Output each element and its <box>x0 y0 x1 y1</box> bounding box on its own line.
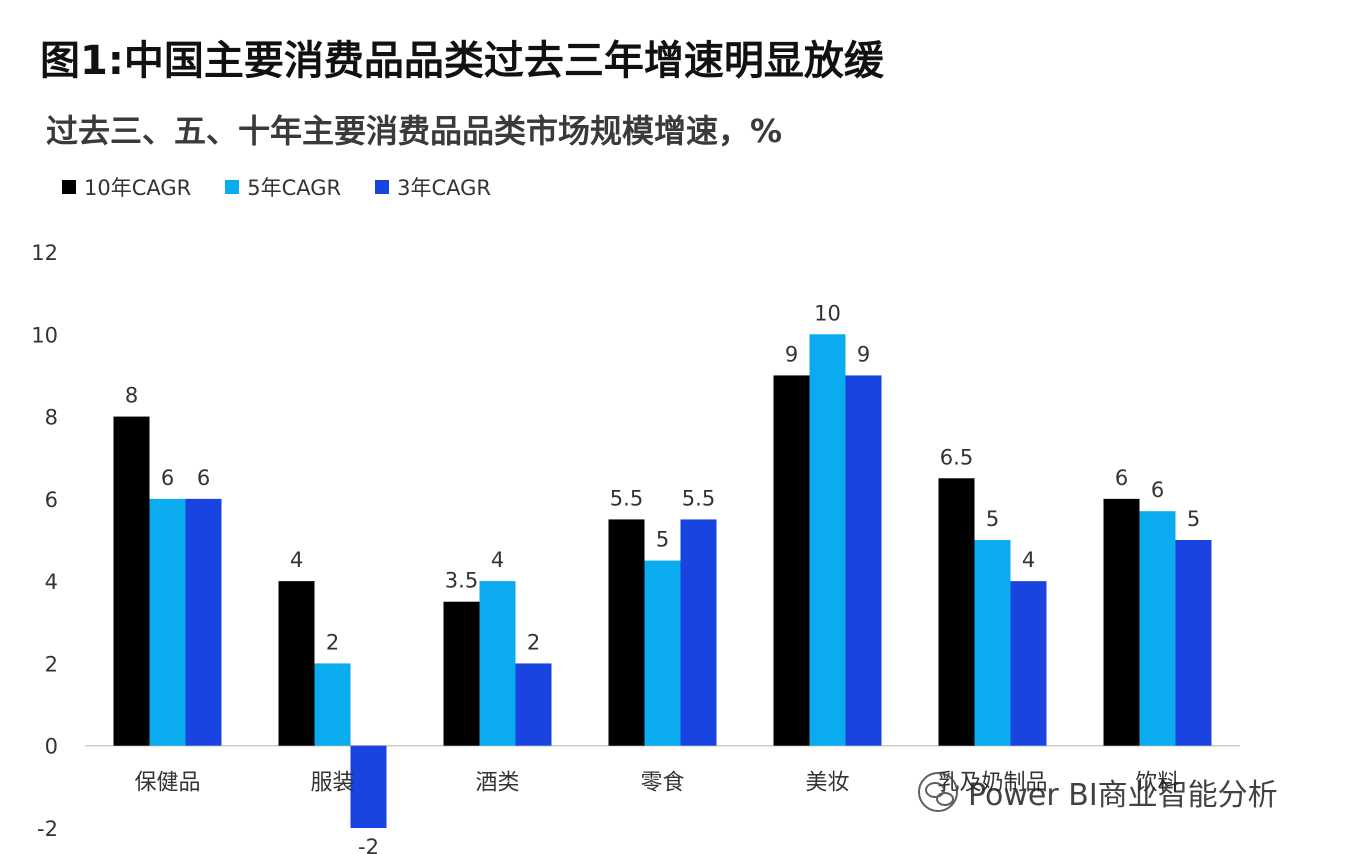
bar-3y <box>185 498 222 746</box>
wechat-icon <box>918 772 958 812</box>
legend-item-3y: 3年CAGR <box>375 172 491 202</box>
data-label: 5.5 <box>682 486 715 510</box>
y-tick-label: 0 <box>45 735 58 759</box>
data-label: 6 <box>1151 478 1164 502</box>
bar-5y <box>644 560 681 746</box>
legend-swatch-5y <box>225 180 240 194</box>
legend-item-10y: 10年CAGR <box>62 172 191 202</box>
data-label: 6.5 <box>940 445 973 469</box>
data-label: 3.5 <box>445 569 478 593</box>
bar-3y <box>680 519 717 746</box>
data-label: 2 <box>527 630 540 654</box>
category-label: 零食 <box>640 771 684 796</box>
bar-10y <box>773 375 810 746</box>
y-tick-label: 4 <box>45 570 58 594</box>
bar-5y <box>809 334 846 746</box>
watermark: Power BI商业智能分析 <box>918 770 1278 814</box>
category-label: 酒类 <box>475 771 519 796</box>
data-label: 9 <box>785 342 798 366</box>
data-label: 9 <box>857 342 870 366</box>
bar-10y <box>278 581 315 746</box>
y-tick-label: 6 <box>45 488 58 512</box>
bar-3y <box>1010 581 1047 746</box>
data-label: 5 <box>1187 507 1200 531</box>
category-label: 美妆 <box>805 771 849 796</box>
data-label: 6 <box>1115 466 1128 490</box>
bar-3y <box>515 663 552 746</box>
bar-10y <box>113 416 150 746</box>
y-tick-label: 10 <box>31 323 58 347</box>
category-label: 饮料 <box>1135 771 1179 796</box>
bar-3y <box>350 745 387 828</box>
data-label: 5.5 <box>610 486 643 510</box>
legend-label-3y: 3年CAGR <box>397 176 492 200</box>
data-label: 10 <box>814 301 841 325</box>
legend-swatch-3y <box>375 180 390 194</box>
bar-5y <box>974 540 1011 746</box>
chart-subtitle: 过去三、五、十年主要消费品品类市场规模增速，% <box>46 112 783 150</box>
legend-item-5y: 5年CAGR <box>225 172 341 202</box>
data-label: 4 <box>491 548 504 572</box>
bar-5y <box>479 581 516 746</box>
legend-swatch-10y <box>62 180 76 194</box>
category-label: 保健品 <box>134 771 200 796</box>
bar-10y <box>1103 498 1140 746</box>
data-label: 4 <box>1022 548 1035 572</box>
y-tick-label: 2 <box>45 652 58 676</box>
category-label: 服装 <box>310 771 354 796</box>
data-label: 6 <box>197 466 210 490</box>
bar-5y <box>1139 511 1176 746</box>
chart-title: 图1:中国主要消费品品类过去三年增速明显放缓 <box>40 38 884 84</box>
bar-3y <box>845 375 882 746</box>
bar-10y <box>938 478 975 746</box>
data-label: -2 <box>358 835 379 854</box>
data-label: 5 <box>656 528 669 552</box>
data-label: 6 <box>161 466 174 490</box>
data-label: 8 <box>125 384 138 408</box>
bar-5y <box>314 663 351 746</box>
bar-10y <box>443 601 480 746</box>
legend-label-10y: 10年CAGR <box>84 176 192 200</box>
data-label: 4 <box>290 548 303 572</box>
y-tick-label: -2 <box>37 817 58 841</box>
y-tick-label: 12 <box>31 241 58 265</box>
data-label: 5 <box>986 507 999 531</box>
legend-label-5y: 5年CAGR <box>247 176 342 200</box>
watermark-text: Power BI商业智能分析 <box>968 778 1278 813</box>
y-tick-label: 8 <box>45 406 58 430</box>
data-label: 2 <box>326 630 339 654</box>
bar-5y <box>149 498 186 746</box>
bar-10y <box>608 519 645 746</box>
bar-3y <box>1175 540 1212 746</box>
legend: 10年CAGR 5年CAGR 3年CAGR <box>62 172 491 202</box>
